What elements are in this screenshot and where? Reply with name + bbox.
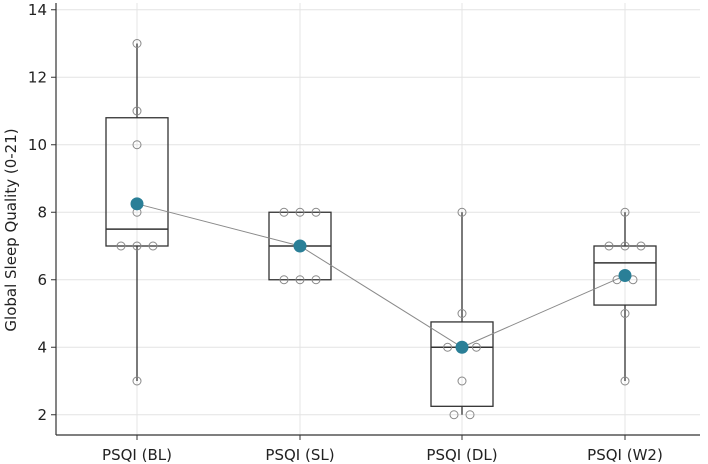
data-point xyxy=(457,207,467,217)
mean-line-layer xyxy=(130,197,632,354)
box-iqr xyxy=(593,245,657,306)
data-point xyxy=(148,241,158,251)
data-point xyxy=(295,275,305,285)
axes: 2 4 6 8 10 12 14 PSQI (BL) PSQI (SL) PSQI (DL) PSQ… xyxy=(28,1,700,464)
y-tick-label: 4 xyxy=(37,338,47,356)
data-point xyxy=(449,410,459,420)
boxes xyxy=(105,43,657,415)
data-point xyxy=(620,376,630,386)
data-point xyxy=(620,309,630,318)
data-point xyxy=(116,241,126,251)
y-tick-label: 2 xyxy=(37,406,47,424)
data-point xyxy=(457,376,467,386)
data-point xyxy=(465,410,475,420)
data-point xyxy=(471,342,481,352)
data-point xyxy=(457,309,467,318)
data-point xyxy=(636,241,646,251)
mean-trend-line xyxy=(136,203,626,348)
data-point xyxy=(295,207,305,217)
data-point xyxy=(311,207,321,217)
y-tick-label: 10 xyxy=(28,136,47,154)
data-point xyxy=(443,342,453,352)
x-tick-label: PSQI (W2) xyxy=(587,446,663,464)
data-point xyxy=(279,275,289,285)
box-iqr xyxy=(105,117,169,247)
y-tick-label: 14 xyxy=(28,1,47,19)
data-point xyxy=(132,376,142,386)
data-point xyxy=(620,241,630,251)
data-point xyxy=(279,207,289,217)
data-point xyxy=(132,241,142,251)
mean-marker xyxy=(130,197,144,211)
y-tick-label: 6 xyxy=(37,271,47,289)
data-point xyxy=(620,207,630,217)
data-point xyxy=(132,140,142,150)
data-point xyxy=(604,241,614,251)
mean-marker xyxy=(293,239,307,253)
x-tick-label: PSQI (DL) xyxy=(426,446,497,464)
mean-marker xyxy=(455,340,469,354)
grid-lines xyxy=(56,3,700,435)
mean-marker xyxy=(618,269,632,283)
x-tick-label: PSQI (BL) xyxy=(102,446,172,464)
x-tick-label: PSQI (SL) xyxy=(265,446,334,464)
y-axis-title: Global Sleep Quality (0-21) xyxy=(2,128,20,331)
data-points xyxy=(116,39,646,420)
data-point xyxy=(132,39,142,48)
y-tick-label: 8 xyxy=(37,203,47,221)
data-point xyxy=(132,106,142,116)
y-tick-label: 12 xyxy=(28,68,47,86)
data-point xyxy=(311,275,321,285)
box-iqr xyxy=(430,321,494,407)
